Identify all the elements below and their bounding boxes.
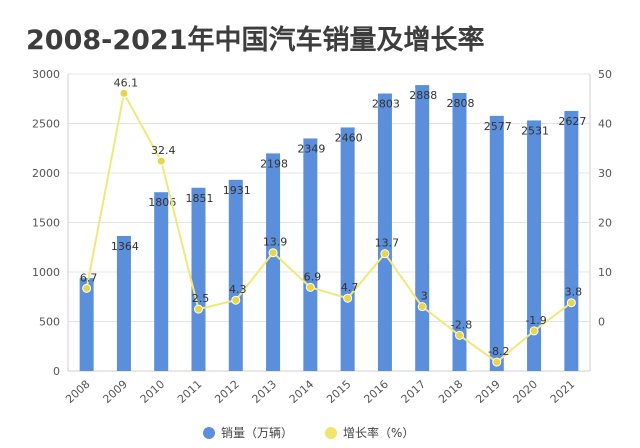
bar-value-label: 2808: [447, 97, 475, 110]
bar: [79, 278, 94, 371]
growth-rate-point: [231, 295, 241, 305]
y-left-tick-label: 2000: [32, 167, 60, 180]
y-right-tick-label: 0: [598, 316, 605, 329]
y-left-tick-label: 500: [39, 316, 60, 329]
growth-rate-point: [343, 293, 353, 303]
y-right-tick-label: 20: [598, 217, 612, 230]
growth-rate-point: [566, 298, 576, 308]
growth-rate-point: [417, 302, 427, 312]
y-right-tick-label: 40: [598, 118, 612, 131]
growth-rate-label: -1.9: [525, 314, 546, 327]
growth-rate-label: 2.5: [192, 292, 210, 305]
bar-value-label: 2349: [297, 142, 325, 155]
growth-rate-label: 13.9: [263, 236, 288, 249]
bar-value-label: 1364: [111, 240, 139, 253]
x-tick-label: 2011: [175, 378, 205, 406]
legend-swatch-sales: [203, 427, 215, 439]
growth-rate-point: [380, 249, 390, 259]
x-tick-label: 2019: [473, 378, 503, 406]
growth-rate-label: 6.7: [80, 271, 98, 284]
x-tick-label: 2018: [436, 378, 466, 406]
x-tick-label: 2017: [399, 378, 429, 406]
y-left-tick-label: 0: [53, 365, 60, 378]
bar-value-label: 2888: [409, 89, 437, 102]
bar: [415, 85, 430, 371]
bar-value-label: 1851: [186, 192, 214, 205]
x-tick-label: 2013: [250, 378, 280, 406]
bar: [303, 138, 318, 371]
y-left-tick-label: 3000: [32, 68, 60, 81]
x-tick-label: 2021: [548, 378, 578, 406]
x-tick-label: 2010: [138, 378, 168, 406]
y-left-tick-label: 1000: [32, 266, 60, 279]
y-left-tick-label: 1500: [32, 217, 60, 230]
bar: [340, 127, 355, 372]
bar-value-label: 2803: [372, 98, 400, 111]
bar-value-label: 1931: [223, 184, 251, 197]
x-tick-label: 2016: [361, 378, 391, 406]
bar: [266, 153, 281, 371]
bar: [191, 187, 206, 371]
bar-value-label: 1806: [148, 196, 176, 209]
growth-rate-point: [82, 283, 92, 293]
chart-title: 2008-2021年中国汽车销量及增长率: [26, 25, 485, 56]
x-tick-label: 2009: [100, 378, 130, 406]
bar: [489, 115, 504, 371]
growth-rate-point: [119, 88, 129, 98]
growth-rate-label: 32.4: [151, 144, 176, 157]
growth-rate-label: 6.9: [304, 270, 322, 283]
x-tick-label: 2014: [287, 378, 317, 406]
growth-rate-label: 13.7: [375, 237, 400, 250]
bar: [154, 192, 169, 371]
bar: [228, 179, 243, 371]
x-tick-label: 2020: [511, 378, 541, 406]
growth-rate-label: 4.7: [341, 281, 359, 294]
x-tick-label: 2015: [324, 378, 354, 406]
legend-label-growth: 增长率（%）: [343, 425, 414, 440]
growth-rate-line: [85, 90, 572, 364]
bar: [116, 235, 131, 371]
growth-rate-point: [268, 248, 278, 258]
growth-rate-label: -2.8: [451, 318, 472, 331]
bar-value-label: 2198: [260, 157, 288, 170]
growth-rate-label: 3: [421, 290, 428, 303]
growth-rate-point: [455, 330, 464, 340]
bar-value-label: 2460: [335, 131, 363, 144]
growth-rate-point: [492, 357, 502, 367]
y-right-tick-label: 30: [598, 167, 612, 180]
bar-value-label: 2531: [521, 124, 549, 137]
bar-value-label: 2627: [558, 115, 586, 128]
y-right-tick-label: 10: [598, 266, 612, 279]
growth-rate-label: -8.2: [488, 345, 509, 358]
y-right-tick-label: 50: [598, 68, 612, 81]
bar: [377, 93, 392, 372]
growth-rate-label: 46.1: [114, 76, 139, 89]
x-tick-label: 2012: [212, 378, 242, 406]
growth-rate-label: 3.8: [565, 286, 583, 299]
growth-rate-point: [529, 326, 539, 336]
bar: [452, 93, 467, 372]
growth-rate-point: [156, 156, 166, 166]
bar: [564, 110, 579, 371]
legend-label-sales: 销量（万辆）: [221, 426, 293, 440]
bar: [527, 120, 542, 371]
growth-rate-label: 4.3: [229, 283, 247, 296]
growth-rate-point: [305, 282, 315, 292]
growth-rate-point: [194, 304, 203, 314]
legend-swatch-growth: [325, 427, 337, 439]
x-tick-label: 2008: [63, 378, 93, 406]
y-left-tick-label: 2500: [32, 118, 60, 131]
bar-value-label: 2577: [484, 120, 512, 133]
